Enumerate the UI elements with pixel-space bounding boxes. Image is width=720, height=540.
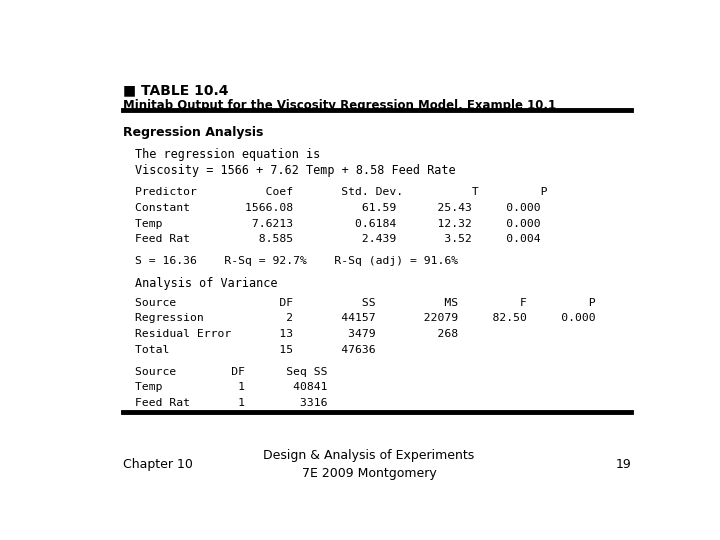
Text: The regression equation is: The regression equation is xyxy=(135,147,320,160)
Text: ■ TABLE 10.4: ■ TABLE 10.4 xyxy=(124,84,229,98)
Text: Constant        1566.08          61.59      25.43     0.000: Constant 1566.08 61.59 25.43 0.000 xyxy=(135,203,540,213)
Text: Temp           1       40841: Temp 1 40841 xyxy=(135,382,327,393)
Text: 19: 19 xyxy=(616,458,631,471)
Text: Viscosity = 1566 + 7.62 Temp + 8.58 Feed Rate: Viscosity = 1566 + 7.62 Temp + 8.58 Feed… xyxy=(135,164,455,177)
Text: Predictor          Coef       Std. Dev.          T         P: Predictor Coef Std. Dev. T P xyxy=(135,187,547,197)
Text: Regression Analysis: Regression Analysis xyxy=(124,126,264,139)
Text: Total                15       47636: Total 15 47636 xyxy=(135,345,375,355)
Text: Regression            2       44157       22079     82.50     0.000: Regression 2 44157 22079 82.50 0.000 xyxy=(135,313,595,323)
Text: Feed Rat       1        3316: Feed Rat 1 3316 xyxy=(135,399,327,408)
Text: S = 16.36    R-Sq = 92.7%    R-Sq (adj) = 91.6%: S = 16.36 R-Sq = 92.7% R-Sq (adj) = 91.6… xyxy=(135,256,458,266)
Text: Chapter 10: Chapter 10 xyxy=(124,458,194,471)
Text: Feed Rat          8.585          2.439       3.52     0.004: Feed Rat 8.585 2.439 3.52 0.004 xyxy=(135,234,540,245)
Text: Source        DF      Seq SS: Source DF Seq SS xyxy=(135,367,327,377)
Text: Design & Analysis of Experiments
7E 2009 Montgomery: Design & Analysis of Experiments 7E 2009… xyxy=(264,449,474,480)
Text: Temp             7.6213         0.6184      12.32     0.000: Temp 7.6213 0.6184 12.32 0.000 xyxy=(135,219,540,228)
Text: Analysis of Variance: Analysis of Variance xyxy=(135,277,277,290)
Text: Residual Error       13        3479         268: Residual Error 13 3479 268 xyxy=(135,329,458,339)
Text: Minitab Output for the Viscosity Regression Model, Example 10.1: Minitab Output for the Viscosity Regress… xyxy=(124,99,557,112)
Text: Source               DF          SS          MS         F         P: Source DF SS MS F P xyxy=(135,298,595,308)
